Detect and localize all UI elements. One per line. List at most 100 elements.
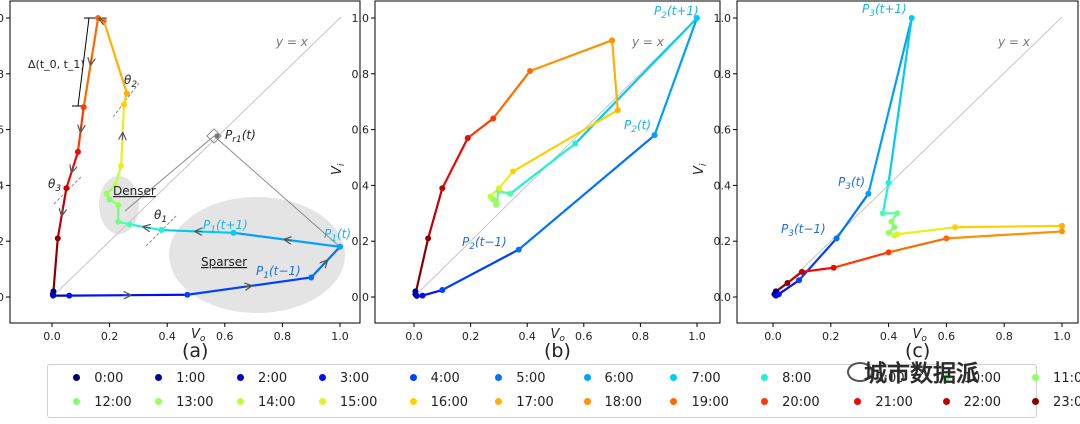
legend-item-1700: 17:00 [495, 395, 554, 410]
trajectory-segment [421, 288, 444, 297]
direction-arrow [244, 286, 251, 287]
legend-marker [942, 374, 950, 381]
legend-label: 10:00 [963, 371, 1002, 386]
y-tick-label: 1.0 [352, 12, 370, 25]
annotation: Sparser [201, 255, 247, 269]
data-point-2100 [74, 148, 81, 155]
panel-c [736, 0, 1079, 324]
data-point-1900 [943, 235, 950, 242]
legend-item-300: 3:00 [318, 371, 369, 386]
panel-a [9, 0, 361, 324]
x-tick-label: 0.4 [518, 330, 536, 343]
trajectory-segment [441, 136, 469, 190]
y-tick-label: 0.0 [352, 291, 370, 304]
direction-arrow [72, 165, 74, 172]
panel-label-b: (b) [544, 340, 571, 362]
legend-label: 9:00 [875, 371, 905, 386]
data-point-2000 [490, 115, 497, 122]
legend-marker [409, 374, 417, 381]
legend-label: 13:00 [176, 395, 214, 410]
annotation: θ1 [154, 208, 167, 225]
y-tick-label: 0.8 [714, 68, 732, 81]
y-tick-label: 0.0 [714, 291, 732, 304]
legend-marker [670, 374, 678, 381]
x-tick-label: 0.4 [880, 330, 898, 343]
x-tick-label: 0.2 [462, 330, 480, 343]
legend-item-2100: 21:00 [854, 395, 913, 410]
data-point-400 [439, 287, 446, 294]
trajectory-segment [528, 39, 614, 73]
direction-arrow [62, 208, 63, 215]
data-point-1800 [609, 37, 616, 44]
delta-bracket [77, 17, 90, 107]
legend-label: 2:00 [258, 371, 288, 386]
y-tick-label: 0.4 [352, 179, 370, 192]
annotation: P1(t) [324, 227, 351, 244]
direction-arrow [91, 58, 92, 65]
data-point-2300 [425, 235, 432, 242]
trajectory-segment [653, 16, 699, 137]
data-point-300 [419, 292, 426, 299]
legend-label: 15:00 [339, 395, 378, 410]
data-point-600 [651, 132, 658, 139]
data-point-1600 [952, 224, 959, 231]
x-tick-label: 0.4 [158, 330, 176, 343]
trajectory-segment [953, 224, 1064, 229]
data-point-700 [230, 229, 237, 236]
data-point-1400 [112, 182, 119, 189]
data-point-1300 [885, 229, 892, 236]
legend-item-600: 6:00 [583, 371, 634, 386]
trajectory-segment [945, 230, 1064, 240]
projection-line-2 [124, 135, 215, 212]
legend-marker [495, 398, 503, 405]
trajectory-segment [52, 237, 59, 293]
trajectory-segment [414, 237, 430, 296]
trajectory-segment [835, 192, 870, 240]
legend-label: 21:00 [875, 395, 913, 410]
trajectory-segment [800, 266, 835, 273]
diagonal-line [51, 16, 342, 298]
watermark-text: 城市数据派 [864, 361, 979, 387]
data-point-1100 [888, 218, 895, 225]
legend-marker [670, 398, 678, 405]
data-point-1300 [493, 199, 500, 206]
legend-item-700: 7:00 [670, 371, 721, 386]
legend-marker [409, 398, 417, 405]
trajectory-segment [497, 170, 515, 190]
projection-marker [206, 128, 222, 144]
x-tick-label: 1.0 [688, 330, 706, 343]
trajectory-segment [896, 226, 957, 236]
legend-item-100: 1:00 [155, 371, 205, 386]
direction-arrow [99, 19, 105, 22]
legend-label: 0:00 [94, 371, 124, 386]
legend-item-1500: 15:00 [318, 395, 378, 410]
annotation: P2(t−1) [462, 235, 507, 252]
direction-arrow [144, 227, 151, 228]
legend-label: 8:00 [782, 371, 812, 386]
data-point-1400 [487, 193, 494, 200]
legend-item-400: 4:00 [409, 371, 460, 386]
data-point-1700 [614, 107, 621, 114]
legend-label: 23:00 [1053, 395, 1080, 410]
trajectory-segment [797, 237, 838, 282]
data-point-900 [879, 210, 886, 217]
legend-marker [495, 374, 503, 381]
y-tick-label: 0.4 [714, 179, 732, 192]
data-point-1000 [115, 218, 122, 225]
diagonal-line [413, 16, 699, 298]
legend-marker [1032, 398, 1040, 405]
data-point-500 [833, 235, 840, 242]
x-tick-label: 0.2 [101, 330, 119, 343]
data-point-800 [158, 227, 165, 234]
y-tick-label: 0.8 [0, 68, 4, 81]
trajectory-segment [492, 69, 532, 120]
data-point-1300 [103, 190, 110, 197]
legend-item-800: 8:00 [761, 371, 811, 386]
annotation: P3(t) [838, 175, 865, 192]
data-point-1900 [527, 68, 534, 75]
trajectory-segment [511, 108, 619, 173]
annotation: P3(t−1) [781, 222, 826, 239]
data-point-1000 [894, 210, 901, 217]
legend-item-500: 5:00 [495, 371, 546, 386]
